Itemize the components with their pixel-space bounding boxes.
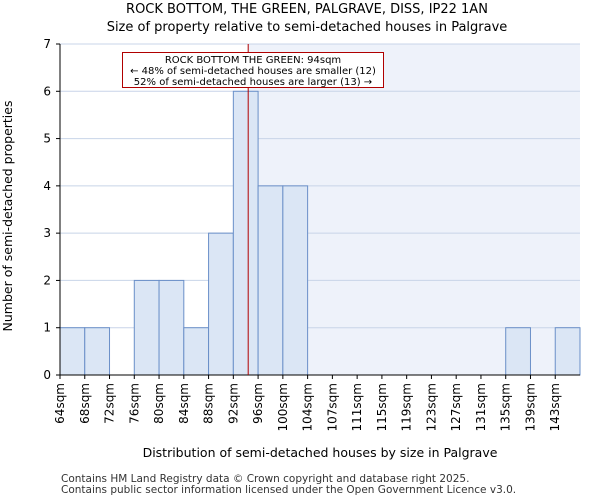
chart-title: ROCK BOTTOM, THE GREEN, PALGRAVE, DISS, …	[126, 2, 488, 17]
footer-line-1: Contains HM Land Registry data © Crown c…	[61, 473, 470, 485]
x-tick-label: 96sqm	[251, 383, 265, 424]
bar-92sqm	[232, 90, 259, 376]
x-tick-label: 76sqm	[127, 383, 141, 424]
bar-64sqm	[59, 327, 86, 376]
x-tick-label: 115sqm	[375, 383, 389, 431]
x-tick-label: 111sqm	[350, 383, 364, 431]
x-tick-label: 100sqm	[276, 383, 290, 431]
x-tick-label: 72sqm	[103, 383, 117, 424]
y-tick-label: 3	[43, 226, 51, 240]
bar-135sqm	[505, 327, 531, 376]
x-tick-label: 123sqm	[424, 383, 438, 431]
bar-80sqm	[158, 279, 185, 376]
annotation-line-1: ROCK BOTTOM THE GREEN: 94sqm	[164, 55, 342, 66]
x-tick-label: 107sqm	[325, 383, 339, 431]
x-tick-label: 143sqm	[548, 383, 562, 431]
x-tick-label: 68sqm	[78, 383, 92, 424]
y-tick-label: 1	[43, 321, 51, 335]
chart-subtitle: Size of property relative to semi-detach…	[107, 20, 508, 35]
x-tick-label: 135sqm	[499, 383, 513, 431]
x-tick-label: 64sqm	[53, 383, 67, 424]
x-axis-label: Distribution of semi-detached houses by …	[143, 445, 498, 460]
x-tick-label: 104sqm	[301, 383, 315, 431]
bar-84sqm	[183, 327, 210, 376]
y-tick-label: 4	[43, 179, 51, 193]
bar-68sqm	[84, 327, 111, 376]
annotation-box: ROCK BOTTOM THE GREEN: 94sqm ← 48% of se…	[122, 52, 384, 88]
x-tick-label: 92sqm	[226, 383, 240, 424]
annotation-line-2: ← 48% of semi-detached houses are smalle…	[130, 66, 376, 77]
y-axis-label: Number of semi-detached properties	[0, 101, 15, 332]
bar-143sqm	[554, 327, 581, 376]
y-tick-label: 5	[43, 132, 51, 146]
bar-96sqm	[257, 185, 284, 376]
x-tick-label: 139sqm	[523, 383, 537, 431]
bar-76sqm	[133, 279, 160, 376]
annotation-line-3: 52% of semi-detached houses are larger (…	[133, 77, 373, 88]
x-tick-label: 119sqm	[400, 383, 414, 431]
x-tick-label: 131sqm	[474, 383, 488, 431]
x-tick-label: 127sqm	[449, 383, 463, 431]
y-tick-label: 2	[43, 273, 51, 287]
y-tick-label: 0	[43, 368, 51, 382]
bar-88sqm	[208, 232, 234, 376]
x-tick-label: 84sqm	[177, 383, 191, 424]
x-tick-label: 80sqm	[152, 383, 166, 424]
y-tick-label: 7	[43, 37, 51, 51]
y-tick-label: 6	[43, 84, 51, 98]
bar-100sqm	[282, 185, 309, 376]
x-tick-label: 88sqm	[202, 383, 216, 424]
footer-line-2: Contains public sector information licen…	[61, 484, 517, 496]
